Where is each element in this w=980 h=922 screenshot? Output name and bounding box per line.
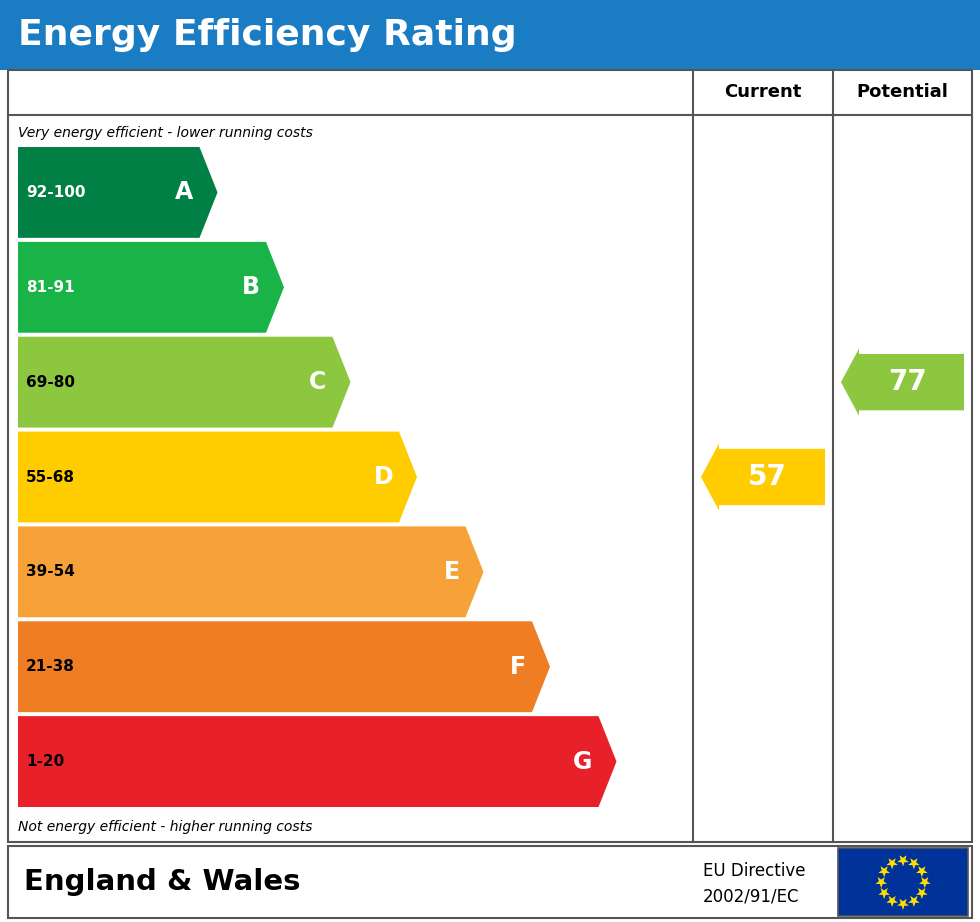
Polygon shape [18, 526, 483, 618]
Polygon shape [875, 877, 887, 888]
Polygon shape [18, 621, 550, 712]
Text: F: F [510, 655, 526, 679]
Bar [0, 0, 980, 70]
Text: 81-91: 81-91 [26, 279, 74, 295]
Text: D: D [373, 465, 393, 489]
Polygon shape [701, 443, 825, 511]
Polygon shape [919, 877, 931, 888]
Text: E: E [443, 560, 460, 584]
Text: 1-20: 1-20 [26, 754, 65, 769]
Polygon shape [908, 858, 919, 869]
Bar [8, 846, 972, 918]
Polygon shape [886, 858, 898, 869]
Text: C: C [310, 370, 326, 394]
Polygon shape [18, 147, 218, 238]
Polygon shape [878, 866, 890, 877]
Polygon shape [878, 888, 890, 899]
Text: G: G [573, 750, 593, 774]
Text: Very energy efficient - lower running costs: Very energy efficient - lower running co… [18, 126, 313, 140]
Polygon shape [897, 856, 908, 867]
Polygon shape [841, 349, 964, 416]
Text: 2002/91/EC: 2002/91/EC [703, 887, 800, 905]
Text: England & Wales: England & Wales [24, 868, 301, 896]
Text: B: B [242, 276, 260, 300]
Text: 55-68: 55-68 [26, 469, 75, 484]
Bar [8, 70, 972, 842]
Polygon shape [18, 431, 417, 523]
Text: EU Directive: EU Directive [703, 862, 806, 881]
Polygon shape [18, 242, 284, 333]
Text: A: A [175, 181, 193, 205]
Polygon shape [908, 896, 919, 907]
Polygon shape [916, 866, 928, 877]
Text: 39-54: 39-54 [26, 564, 74, 579]
Text: Not energy efficient - higher running costs: Not energy efficient - higher running co… [18, 820, 313, 834]
Polygon shape [18, 337, 351, 428]
Polygon shape [886, 896, 898, 907]
Text: 21-38: 21-38 [26, 659, 74, 674]
Polygon shape [916, 888, 928, 899]
Text: 77: 77 [888, 368, 926, 396]
Text: 92-100: 92-100 [26, 185, 85, 200]
Text: 57: 57 [748, 463, 787, 491]
Bar [838, 848, 968, 916]
Polygon shape [18, 716, 616, 807]
Text: Energy Efficiency Rating: Energy Efficiency Rating [18, 18, 516, 52]
Text: Potential: Potential [857, 84, 949, 101]
Text: 69-80: 69-80 [26, 374, 75, 390]
Text: Current: Current [724, 84, 802, 101]
Polygon shape [897, 899, 908, 910]
